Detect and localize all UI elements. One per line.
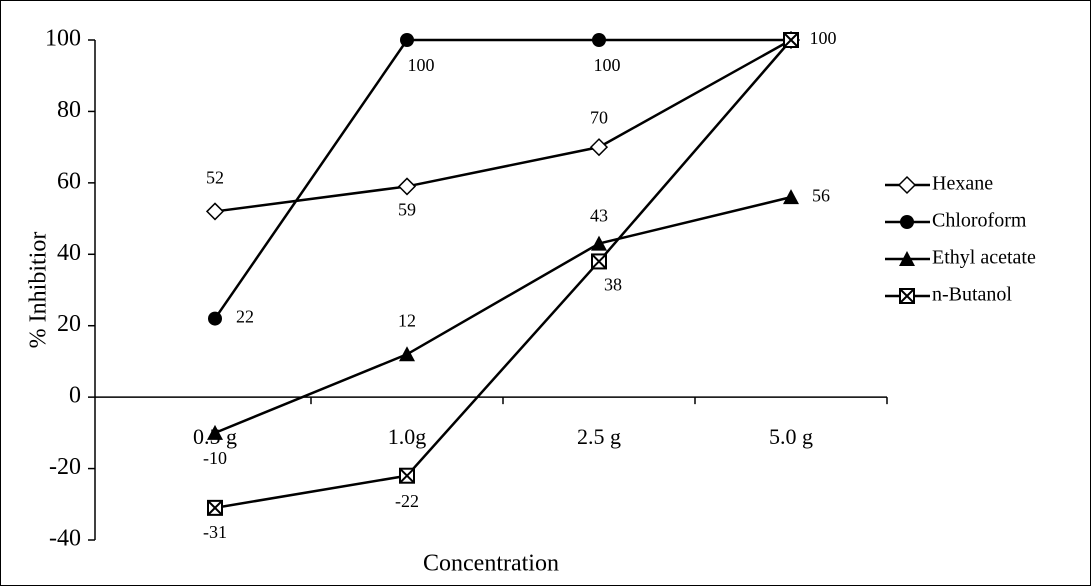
marker [783, 189, 799, 205]
marker [591, 253, 607, 270]
data-label: 100 [408, 55, 435, 75]
marker [589, 138, 609, 157]
data-label: 52 [206, 168, 224, 188]
series-line [213, 38, 791, 320]
marker [207, 424, 223, 440]
x-tick-label: 5.0 g [769, 424, 813, 449]
legend-label: Ethyl acetate [932, 247, 1036, 269]
marker [900, 215, 914, 229]
y-tick-label: 60 [57, 168, 81, 194]
data-label: 70 [590, 107, 608, 127]
x-tick-label: 1.0g [388, 424, 427, 449]
y-tick-label: 0 [69, 383, 81, 409]
data-label: 43 [590, 206, 608, 226]
data-label: -31 [203, 522, 227, 542]
data-label: 38 [604, 275, 622, 295]
marker [899, 251, 915, 266]
data-label: 12 [398, 310, 416, 330]
marker [899, 288, 915, 304]
data-label: 100 [594, 55, 621, 75]
y-tick-label: 100 [45, 26, 81, 52]
legend-label: n-Butanol [932, 284, 1012, 306]
y-tick-label: 40 [57, 240, 81, 266]
series-line [214, 195, 792, 435]
data-label: -10 [203, 448, 227, 468]
marker [783, 32, 799, 48]
marker [208, 311, 222, 326]
data-label: 22 [236, 307, 254, 327]
marker [592, 33, 606, 47]
data-label: 56 [812, 185, 830, 205]
marker [397, 177, 417, 196]
data-label: -22 [395, 491, 419, 511]
marker [399, 346, 415, 362]
x-axis-title: Concentration [423, 551, 559, 577]
y-tick-label: -20 [49, 454, 81, 480]
series-line [214, 38, 792, 213]
marker [399, 467, 415, 484]
data-label: 59 [398, 200, 416, 220]
x-tick-label: 2.5 g [577, 424, 621, 449]
y-tick-label: 20 [57, 311, 81, 337]
legend-label: Chloroform [932, 210, 1027, 232]
marker [207, 499, 223, 516]
marker [897, 175, 917, 195]
data-label: 100 [810, 28, 837, 48]
marker [591, 235, 607, 251]
marker [400, 33, 414, 47]
marker [205, 202, 225, 221]
y-tick-label: 80 [57, 97, 81, 123]
legend-label: Hexane [932, 173, 993, 195]
series-line [214, 39, 792, 510]
y-axis-title: % Inhibitior [26, 232, 52, 349]
y-tick-label: -40 [49, 526, 81, 552]
